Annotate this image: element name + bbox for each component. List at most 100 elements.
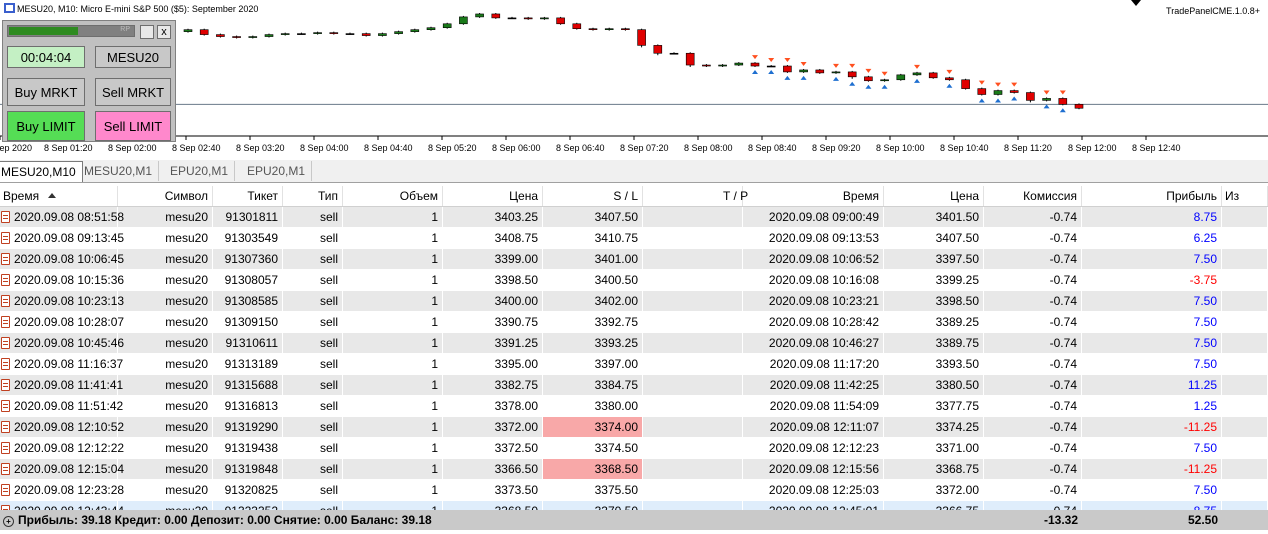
cell-profit: 6.25 — [1082, 228, 1222, 248]
candle — [426, 26, 436, 31]
commission-total: -13.32 — [1043, 513, 1078, 527]
time-label: 8 Sep 06:40 — [556, 143, 605, 153]
close-icon[interactable]: x — [157, 25, 171, 39]
time-label: 8 Sep 12:00 — [1068, 143, 1117, 153]
cell-volume: 1 — [343, 312, 443, 332]
column-header-stop-loss[interactable]: S / L — [543, 186, 643, 206]
cell-volume: 1 — [343, 333, 443, 353]
exit-arrow — [978, 98, 985, 103]
exit-arrow — [1059, 108, 1066, 113]
table-row[interactable]: 2020.09.08 10:06:45 mesu20 91307360 sell 1 33… — [0, 249, 1268, 270]
table-row[interactable]: 2020.09.08 12:15:04 mesu20 91319848 sell 1 33… — [0, 459, 1268, 480]
cell-extra — [1222, 291, 1268, 311]
cell-volume: 1 — [343, 438, 443, 458]
price-chart[interactable]: 8 Sep 2020 8 Sep 01:20 8 Sep 02:00 8 Sep 02… — [0, 0, 1268, 158]
tab-mesu20-m10[interactable]: MESU20,M10 — [0, 161, 83, 182]
cell-profit: 8.75 — [1082, 207, 1222, 227]
column-header-profit[interactable]: Прибыль — [1082, 186, 1222, 206]
column-header-symbol[interactable]: Символ — [118, 186, 213, 206]
tab-epu20-m1[interactable]: EPU20,M1 — [164, 161, 236, 181]
candle — [475, 12, 484, 18]
cell-profit: 7.50 — [1082, 333, 1222, 353]
sell-entry-arrow — [881, 71, 888, 76]
cell-type: sell — [283, 270, 343, 290]
column-header-take-profit[interactable]: T / P — [643, 186, 748, 206]
cell-open-price: 3372.50 — [443, 438, 543, 458]
table-row[interactable]: 2020.09.08 11:51:42 mesu20 91316813 sell 1 33… — [0, 396, 1268, 417]
column-header-close-price[interactable]: Цена — [884, 186, 984, 206]
panel-toggle-box[interactable] — [140, 25, 154, 39]
cell-stop-loss: 3374.00 — [543, 417, 643, 437]
cell-symbol: mesu20 — [118, 417, 213, 437]
progress-text: RP — [120, 26, 130, 33]
candle — [280, 32, 290, 36]
cell-take-profit — [643, 459, 743, 479]
cell-close-time: 2020.09.08 10:06:52 — [743, 249, 884, 269]
table-row[interactable]: 2020.09.08 10:23:13 mesu20 91308585 sell 1 34… — [0, 291, 1268, 312]
order-icon — [1, 337, 10, 349]
tab-epu20-m1-2[interactable]: EPU20,M1 — [241, 161, 313, 181]
column-header-commission[interactable]: Комиссия — [984, 186, 1082, 206]
buy-limit-button[interactable]: Buy LIMIT — [7, 111, 85, 141]
chart-title: MESU20, M10: Micro E-mini S&P 500 ($5): … — [4, 3, 258, 14]
tab-mesu20-m1[interactable]: MESU20,M1 — [78, 161, 160, 181]
table-row[interactable]: 2020.09.08 11:41:41 mesu20 91315688 sell 1 33… — [0, 375, 1268, 396]
cell-take-profit — [643, 228, 743, 248]
cell-type: sell — [283, 249, 343, 269]
candle — [637, 28, 646, 48]
table-row[interactable]: 2020.09.08 10:45:46 mesu20 91310611 sell 1 33… — [0, 333, 1268, 354]
column-header-ticket[interactable]: Тикет — [213, 186, 283, 206]
table-row[interactable]: 2020.09.08 12:23:28 mesu20 91320825 sell 1 33… — [0, 480, 1268, 501]
candle — [313, 31, 322, 35]
table-row[interactable]: 2020.09.08 09:13:45 mesu20 91303549 sell 1 34… — [0, 228, 1268, 249]
candle — [896, 73, 906, 81]
table-row[interactable]: 2020.09.08 12:10:52 mesu20 91319290 sell 1 33… — [0, 417, 1268, 438]
expand-icon[interactable]: + — [3, 516, 14, 527]
column-header-type[interactable]: Тип — [283, 186, 343, 206]
table-row[interactable]: 2020.09.08 11:16:37 mesu20 91313189 sell 1 33… — [0, 354, 1268, 375]
candle — [750, 62, 760, 67]
exit-arrow — [1011, 96, 1018, 101]
order-icon — [1, 232, 10, 244]
buy-market-button[interactable]: Buy MRKT — [7, 78, 85, 106]
candle — [264, 33, 274, 38]
column-header-close-time[interactable]: Время — [743, 186, 884, 206]
cell-close-price: 3389.25 — [884, 312, 984, 332]
cell-open-time: 2020.09.08 10:45:46 — [0, 333, 124, 353]
sell-limit-button[interactable]: Sell LIMIT — [95, 111, 171, 141]
candle — [523, 16, 533, 20]
sell-entry-arrow — [1011, 82, 1018, 87]
chart-tabs: MESU20,M10 MESU20,M1 EPU20,M1 EPU20,M1 — [0, 160, 1268, 183]
cell-close-time: 2020.09.08 10:16:08 — [743, 270, 884, 290]
cell-profit: 7.50 — [1082, 291, 1222, 311]
order-icon — [1, 421, 10, 433]
cell-type: sell — [283, 417, 343, 437]
cell-commission: -0.74 — [984, 480, 1082, 500]
candle — [604, 27, 614, 31]
cell-extra — [1222, 249, 1268, 269]
time-label: 8 Sep 07:20 — [620, 143, 669, 153]
cell-take-profit — [643, 312, 743, 332]
cell-type: sell — [283, 480, 343, 500]
symbol-button[interactable]: MESU20 — [95, 46, 171, 68]
table-row[interactable]: 2020.09.08 10:15:36 mesu20 91308057 sell 1 33… — [0, 270, 1268, 291]
cell-volume: 1 — [343, 291, 443, 311]
candle — [459, 15, 468, 25]
table-row[interactable]: 2020.09.08 10:28:07 mesu20 91309150 sell 1 33… — [0, 312, 1268, 333]
candle — [572, 22, 582, 30]
column-header-open-price[interactable]: Цена — [443, 186, 543, 206]
column-header-extra[interactable]: Из — [1222, 186, 1268, 206]
time-label: 8 Sep 08:00 — [684, 143, 733, 153]
cell-symbol: mesu20 — [118, 270, 213, 290]
cell-volume: 1 — [343, 480, 443, 500]
cell-type: sell — [283, 438, 343, 458]
candle — [248, 35, 258, 39]
table-row[interactable]: 2020.09.08 08:51:58 mesu20 91301811 sell 1 34… — [0, 207, 1268, 228]
column-header-volume[interactable]: Объем — [343, 186, 443, 206]
order-icon — [1, 316, 10, 328]
table-row[interactable]: 2020.09.08 12:12:22 mesu20 91319438 sell 1 33… — [0, 438, 1268, 459]
cell-extra — [1222, 417, 1268, 437]
sell-market-button[interactable]: Sell MRKT — [95, 78, 171, 106]
column-header-open-time[interactable]: Время — [0, 186, 118, 206]
cell-symbol: mesu20 — [118, 396, 213, 416]
